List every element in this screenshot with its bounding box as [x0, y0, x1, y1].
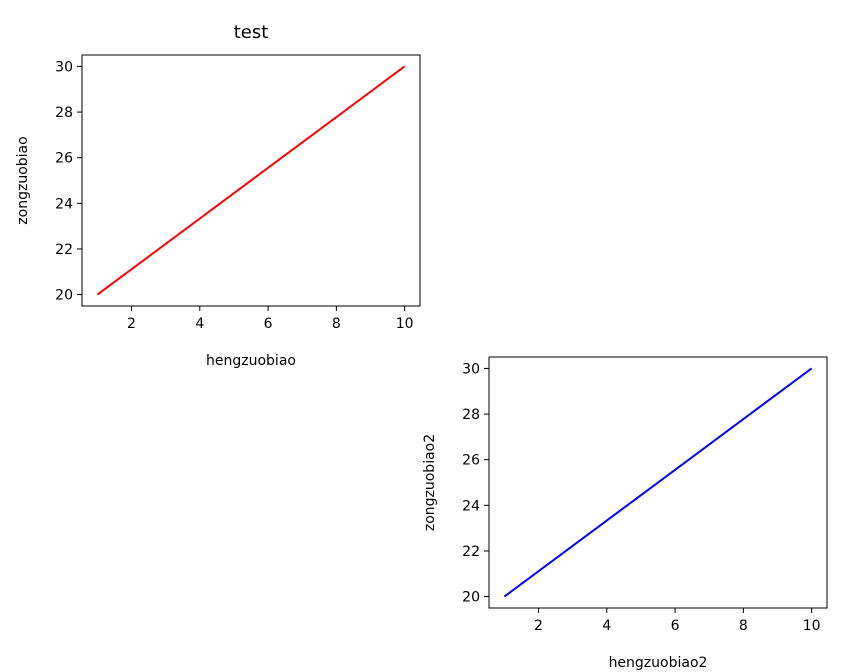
y-tick-label: 24: [462, 498, 480, 514]
x-tick-label: 10: [396, 316, 414, 332]
chart-bottom-right: hengzuobiao2 zongzuobiao2 2 4 6 8 1020222426…: [422, 356, 828, 671]
y-tick-label: 26: [462, 453, 480, 469]
x-tick-label: 10: [803, 618, 821, 634]
x-tick-label: 2: [534, 618, 543, 634]
x-tick-label: 4: [602, 618, 611, 634]
axes-frame: [488, 356, 828, 609]
series-line-0: [503, 367, 813, 598]
x-axis-label: hengzuobiao2: [609, 655, 708, 671]
x-tick-label: 4: [195, 316, 204, 332]
y-axis-label: zongzuobiao2: [422, 434, 438, 531]
y-tick-label: 20: [55, 288, 73, 304]
y-tick-label: 30: [462, 361, 480, 377]
series-line-0: [96, 65, 406, 296]
y-tick-label: 24: [55, 196, 73, 212]
chart-title: test: [234, 22, 269, 43]
y-tick-label: 20: [462, 590, 480, 606]
x-tick-label: 8: [739, 618, 748, 634]
y-tick-label: 26: [55, 151, 73, 167]
x-tick-label: 6: [671, 618, 680, 634]
y-tick-label: 28: [462, 407, 480, 423]
y-tick-label: 22: [55, 242, 73, 258]
x-tick-label: 8: [332, 316, 341, 332]
y-tick-label: 28: [55, 105, 73, 121]
y-tick-label: 30: [55, 59, 73, 75]
x-tick-label: 6: [264, 316, 273, 332]
y-tick-label: 22: [462, 544, 480, 560]
axes-frame: [81, 54, 421, 307]
x-tick-label: 2: [127, 316, 136, 332]
y-axis-label: zongzuobiao: [15, 136, 31, 224]
x-axis-label: hengzuobiao: [206, 353, 296, 369]
chart-top-left: test hengzuobiao zongzuobiao 2 4 6 8 1020222…: [15, 22, 421, 369]
